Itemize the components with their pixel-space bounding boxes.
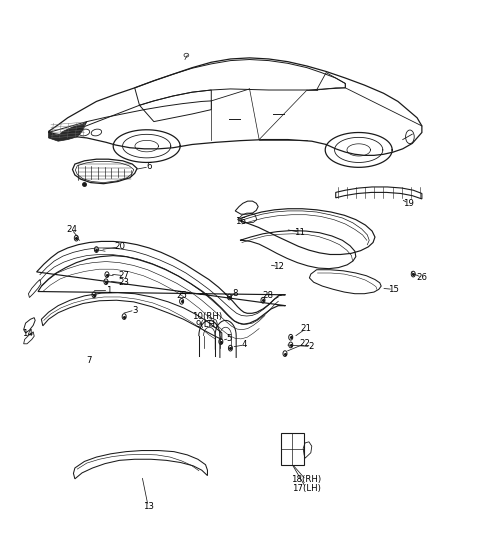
Text: 19: 19 <box>403 199 414 208</box>
Polygon shape <box>48 122 87 141</box>
Text: 14: 14 <box>22 329 33 339</box>
Text: 22: 22 <box>299 339 310 348</box>
Text: 12: 12 <box>273 262 284 271</box>
Text: 18(RH): 18(RH) <box>291 476 321 484</box>
Text: 2: 2 <box>308 342 313 351</box>
Text: 15: 15 <box>388 285 399 294</box>
Text: 4: 4 <box>242 340 248 349</box>
Text: 3: 3 <box>132 306 137 314</box>
Text: 10(RH): 10(RH) <box>192 312 223 321</box>
Text: 25: 25 <box>176 292 187 300</box>
Text: 16: 16 <box>236 217 246 225</box>
Text: 9(LH): 9(LH) <box>196 321 219 329</box>
Text: 1: 1 <box>106 286 111 295</box>
Text: 28: 28 <box>262 292 273 300</box>
Text: 26: 26 <box>416 273 427 282</box>
Text: 11: 11 <box>294 228 305 236</box>
Text: 27: 27 <box>119 271 130 280</box>
Text: 20: 20 <box>114 242 125 251</box>
Text: 24: 24 <box>66 225 77 234</box>
Text: 8: 8 <box>232 289 238 298</box>
Text: 7: 7 <box>86 355 92 365</box>
Text: 6: 6 <box>146 162 152 171</box>
Text: 21: 21 <box>300 324 312 333</box>
Text: 23: 23 <box>119 278 130 287</box>
Text: 5: 5 <box>227 334 232 343</box>
Text: 17(LH): 17(LH) <box>292 484 321 492</box>
Bar <box>281 433 304 465</box>
Text: 13: 13 <box>143 502 154 511</box>
